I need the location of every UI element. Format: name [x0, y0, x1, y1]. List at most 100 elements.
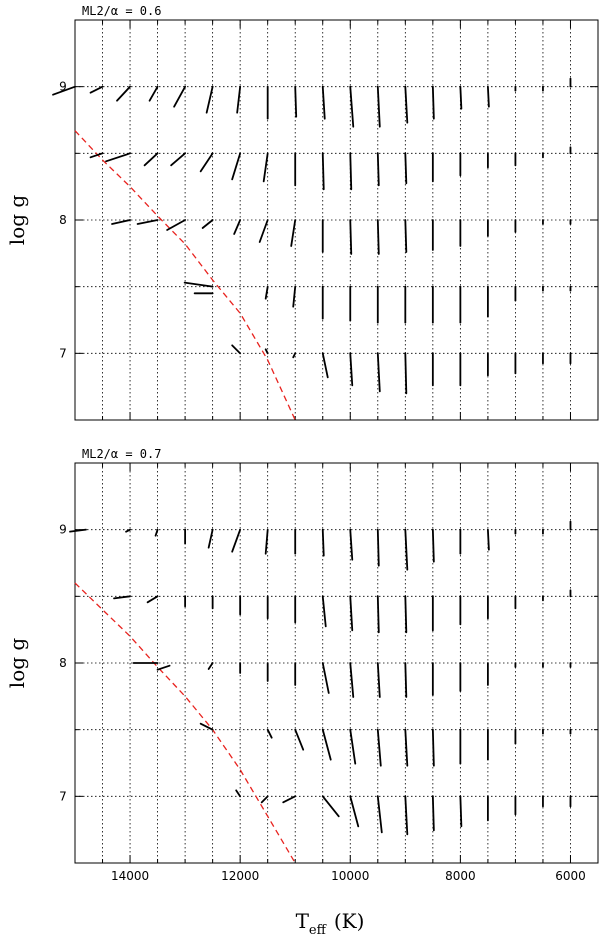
vector-mark [207, 528, 214, 549]
vector-mark [404, 219, 408, 253]
vector-mark [156, 664, 171, 671]
vector-mark [264, 528, 269, 555]
vector-mark [321, 595, 327, 628]
vector-mark [183, 281, 214, 288]
x-axis-label-subscript: eff [309, 923, 328, 937]
panel-title-top: ML2/α = 0.6 [82, 4, 161, 18]
vector-mark [125, 528, 131, 533]
vector-mark [349, 219, 353, 255]
y-tick-label: 7 [59, 346, 67, 360]
vector-mark [89, 85, 104, 94]
vector-mark [321, 795, 340, 818]
vector-mark [321, 352, 329, 379]
vector-mark [69, 528, 87, 533]
vector-mark [294, 85, 298, 118]
vector-mark [143, 152, 159, 167]
vector-mark [321, 662, 330, 694]
vector-mark [231, 528, 242, 553]
vector-mark [349, 152, 353, 191]
vector-mark [166, 219, 187, 231]
vector-mark [231, 152, 242, 181]
vector-mark [292, 285, 297, 308]
vector-mark [404, 352, 408, 395]
vector-mark [486, 528, 490, 551]
vector-mark [376, 795, 383, 834]
vector-mark [111, 219, 131, 225]
panel-top: ML2/α = 0.6 7 8 9 log g [5, 4, 599, 421]
vector-mark [404, 152, 408, 185]
vector-mark [376, 152, 380, 187]
vector-mark [52, 85, 76, 96]
x-tick-label: 14000 [111, 869, 149, 883]
vector-mark [136, 219, 159, 225]
vector-mark [404, 528, 409, 571]
y-axis-label-top: log g [5, 195, 29, 246]
vector-mark [404, 795, 409, 836]
vector-mark [264, 348, 269, 355]
vector-mark [282, 795, 297, 804]
vector-mark [349, 528, 354, 561]
vector-mark [154, 528, 159, 537]
vector-mark [207, 662, 214, 670]
vector-mark [376, 528, 380, 567]
vector-mark [459, 795, 463, 828]
vector-mark [376, 352, 381, 393]
vector-mark [349, 352, 354, 387]
vector-mark [146, 595, 159, 604]
panel-title-bottom: ML2/α = 0.7 [82, 447, 161, 461]
x-axis-label: Teff (K) [296, 909, 365, 937]
vector-mark [376, 728, 382, 767]
x-axis-label-main: T [296, 909, 310, 933]
ticks-bottom [75, 462, 598, 864]
vector-mark [258, 219, 269, 243]
red-dashed-line [74, 582, 296, 864]
y-tick-label: 9 [59, 523, 67, 537]
red-dashed-line-bottom [74, 582, 296, 864]
x-tick-label: 12000 [221, 869, 259, 883]
vector-mark [89, 152, 104, 159]
vector-mark [113, 595, 131, 600]
vector-mark [486, 85, 490, 108]
vector-mark [349, 728, 357, 765]
vector-mark [260, 795, 269, 804]
x-tick-label: 10000 [331, 869, 369, 883]
x-tick-label: 8000 [445, 869, 476, 883]
vector-mark [376, 662, 381, 698]
vector-mark [349, 595, 354, 632]
x-tick-labels: 14000 12000 10000 8000 6000 [111, 869, 586, 883]
vector-mark [321, 728, 332, 761]
vector-mark [376, 85, 381, 128]
vector-mark [173, 85, 187, 108]
vector-mark [349, 85, 355, 128]
vectors-bottom [69, 520, 572, 836]
x-tick-label: 6000 [555, 869, 586, 883]
vector-mark [431, 85, 435, 120]
red-dashed-line-top [74, 130, 296, 421]
vector-mark [349, 662, 355, 698]
y-tick-labels-bottom: 7 8 9 [59, 523, 67, 804]
vector-mark [266, 728, 273, 739]
vector-mark [231, 344, 242, 355]
vector-mark [376, 219, 380, 255]
y-tick-label: 7 [59, 789, 67, 803]
vector-mark [404, 595, 408, 634]
y-tick-label: 9 [59, 80, 67, 94]
vector-mark [376, 595, 380, 634]
vector-mark [404, 662, 408, 698]
vector-mark [349, 795, 360, 828]
vector-mark [199, 722, 214, 731]
vector-mark [105, 152, 131, 163]
vector-mark [431, 795, 435, 832]
vector-mark [294, 728, 305, 751]
vector-mark [148, 85, 159, 102]
vector-mark [170, 152, 187, 167]
vector-mark [321, 528, 325, 557]
vector-mark [404, 85, 409, 124]
panel-bottom: ML2/α = 0.7 7 8 9 log g [5, 447, 599, 864]
y-tick-labels-top: 7 8 9 [59, 80, 67, 361]
x-axis-label-unit: (K) [334, 909, 365, 933]
vector-mark [205, 85, 214, 114]
vector-mark [201, 219, 214, 229]
vector-mark [431, 528, 435, 563]
